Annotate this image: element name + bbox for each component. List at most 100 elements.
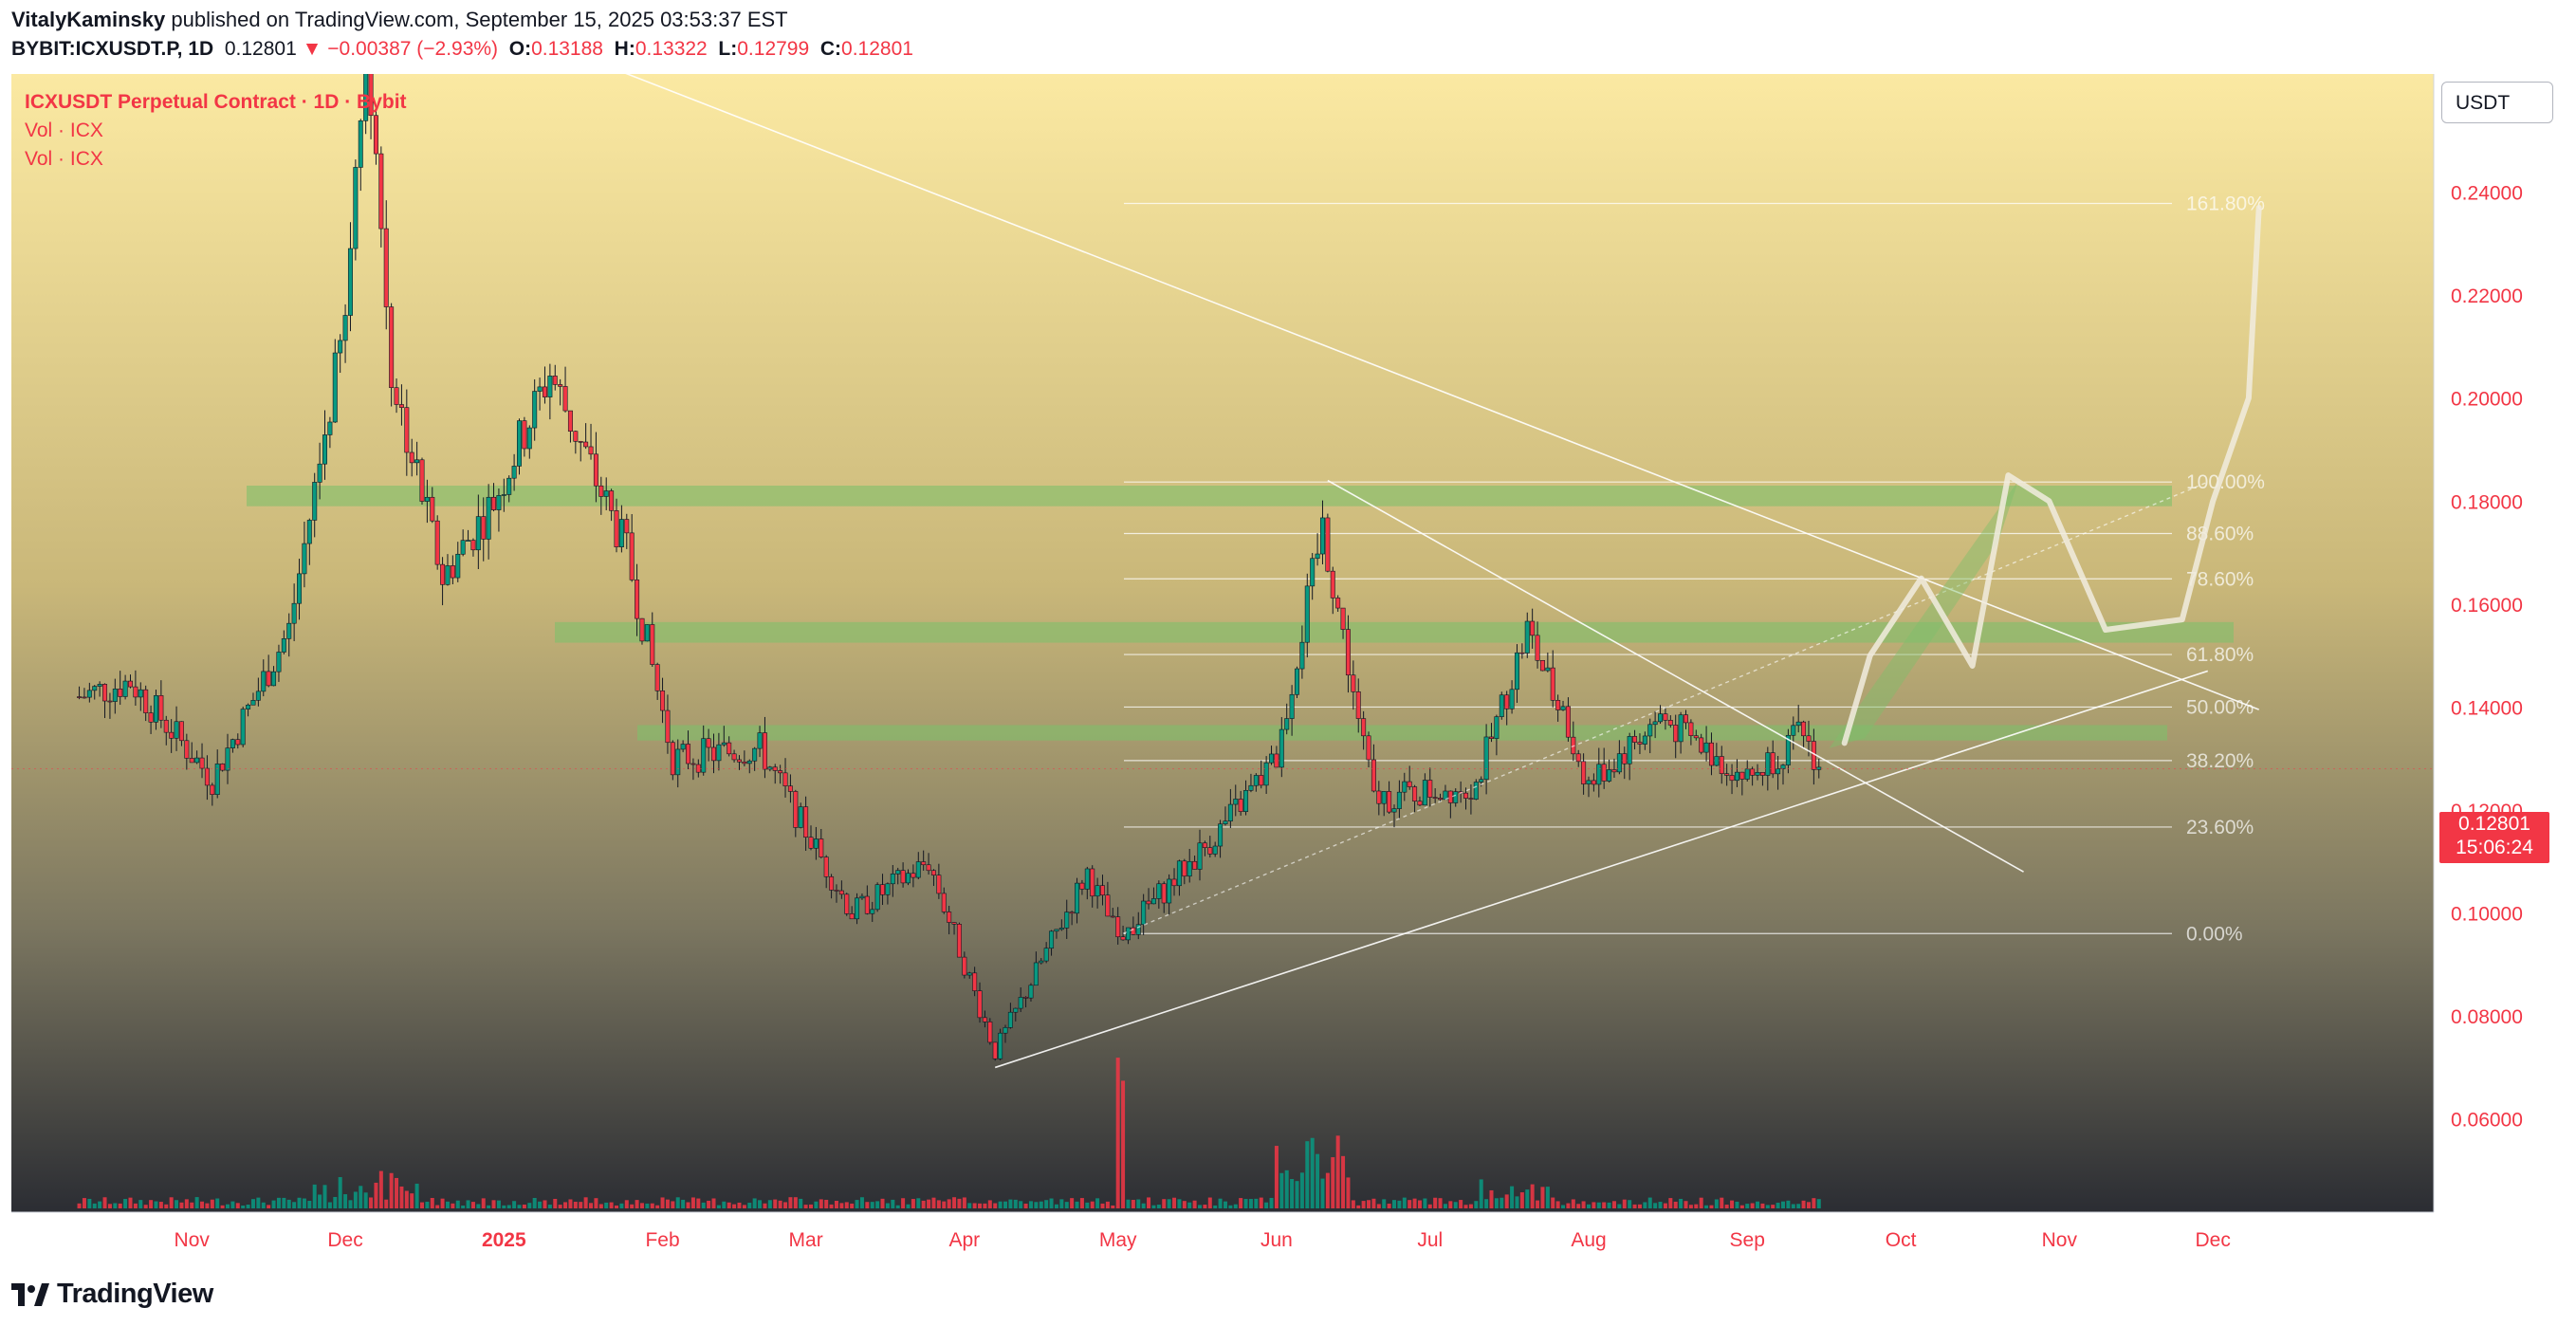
volume-bar: [1264, 1202, 1269, 1208]
low-value: 0.12799: [737, 38, 810, 60]
volume-bar: [286, 1199, 291, 1208]
candle-body: [874, 884, 880, 911]
volume-bar: [962, 1197, 966, 1208]
volume-bar: [1223, 1201, 1227, 1208]
legend-title[interactable]: ICXUSDT Perpetual Contract · 1D · Bybit: [25, 91, 407, 113]
volume-bar: [210, 1199, 214, 1208]
time-tick-label: May: [1099, 1229, 1137, 1251]
candle-body: [603, 490, 609, 497]
volume-bar: [1167, 1199, 1171, 1208]
symbol-label[interactable]: BYBIT:ICXUSDT.P, 1D: [11, 38, 214, 60]
candle-body: [1708, 742, 1714, 766]
volume-bar: [604, 1202, 609, 1208]
candle-body: [859, 895, 865, 899]
candle-body: [496, 495, 502, 510]
price-tick-label: 0.10000: [2451, 904, 2523, 926]
volume-bar: [333, 1196, 338, 1208]
candle-body: [644, 624, 650, 642]
candle-body: [1238, 799, 1243, 812]
volume-bar: [395, 1177, 399, 1208]
candle-body: [1776, 768, 1781, 775]
tradingview-logo[interactable]: TradingView: [11, 1279, 213, 1310]
volume-bar: [169, 1197, 174, 1208]
volume-bar: [378, 1170, 383, 1208]
ohlc-bar: BYBIT:ICXUSDT.P, 1D 0.12801 ▼ −0.00387 (…: [11, 38, 913, 61]
volume-bar: [927, 1199, 931, 1208]
candle-body: [930, 870, 936, 875]
volume-bar: [261, 1202, 266, 1208]
candle-body: [1519, 652, 1525, 654]
open-value: 0.13188: [531, 38, 603, 60]
fib-level-label: 38.20%: [2186, 750, 2254, 772]
candle-body: [1785, 734, 1791, 765]
candle-body: [1218, 823, 1224, 847]
candle-body: [1197, 842, 1203, 870]
volume-bar: [1679, 1198, 1684, 1208]
candle-body: [1243, 790, 1249, 812]
volume-bar: [901, 1198, 906, 1208]
candle-body: [86, 690, 92, 698]
volume-bar: [911, 1199, 915, 1208]
volume-bar: [241, 1205, 246, 1208]
candle-body: [306, 520, 312, 544]
candle-body: [849, 913, 855, 920]
volume-bar: [1284, 1169, 1289, 1208]
volume-bar: [1320, 1178, 1325, 1208]
volume-bar: [271, 1200, 276, 1208]
candle-body: [593, 453, 598, 487]
volume-bar: [1453, 1202, 1458, 1208]
candle-body: [1295, 668, 1300, 695]
change-arrow-icon: ▼: [302, 38, 322, 60]
legend-volume-1[interactable]: Vol · ICX: [25, 120, 103, 141]
volume-bar: [952, 1197, 957, 1208]
volume-bar: [987, 1200, 992, 1208]
candle-body: [1642, 735, 1647, 745]
volume-bar: [1233, 1204, 1238, 1208]
volume-bar: [1070, 1198, 1075, 1208]
candle-body: [1463, 792, 1469, 799]
candle-body: [635, 580, 640, 619]
candle-body: [1039, 960, 1044, 964]
volume-bar: [773, 1199, 778, 1208]
volume-bar: [1663, 1203, 1667, 1208]
price-chart[interactable]: 0.00% 23.60% 38.20% 50.00% 61.80% 78.60% 88.60…: [0, 74, 2576, 1265]
candle-body: [1376, 790, 1382, 804]
volume-bar: [1187, 1202, 1192, 1208]
volume-bar: [1504, 1194, 1509, 1208]
candle-body: [650, 624, 655, 665]
candle-body: [787, 785, 793, 792]
candle-body: [808, 837, 814, 849]
time-axis[interactable]: [0, 1212, 2576, 1265]
candle-body: [895, 870, 901, 875]
volume-bar: [496, 1200, 501, 1208]
candle-body: [511, 466, 517, 479]
volume-bar: [716, 1205, 721, 1208]
candle-body: [567, 410, 573, 433]
volume-bar: [215, 1198, 220, 1208]
time-tick-label: Jul: [1417, 1229, 1443, 1251]
volume-bar: [1720, 1197, 1724, 1208]
candle-body: [1422, 780, 1427, 806]
candle-body: [475, 516, 481, 551]
volume-bar: [1632, 1204, 1637, 1208]
candle-body: [757, 732, 763, 749]
price-axis[interactable]: [2434, 74, 2576, 1212]
author-name[interactable]: VitalyKaminsky: [11, 8, 166, 31]
candle-body: [710, 746, 716, 762]
candle-body: [1622, 753, 1628, 764]
candle-body: [1043, 948, 1049, 962]
volume-bar: [522, 1204, 526, 1208]
volume-bar: [190, 1202, 194, 1208]
volume-bar: [123, 1199, 128, 1208]
candle-body: [1473, 782, 1479, 800]
volume-bar: [343, 1194, 348, 1208]
time-tick-label: Nov: [175, 1229, 211, 1251]
candle-body: [1325, 517, 1331, 572]
currency-button[interactable]: USDT: [2441, 82, 2553, 123]
volume-bar: [1628, 1200, 1632, 1208]
time-tick-label: Oct: [1886, 1229, 1917, 1251]
candle-body: [1632, 736, 1638, 743]
chart-frame[interactable]: 0.00% 23.60% 38.20% 50.00% 61.80% 78.60% 88.60…: [0, 74, 2576, 1265]
legend-volume-2[interactable]: Vol · ICX: [25, 148, 103, 170]
volume-bar: [527, 1203, 532, 1208]
